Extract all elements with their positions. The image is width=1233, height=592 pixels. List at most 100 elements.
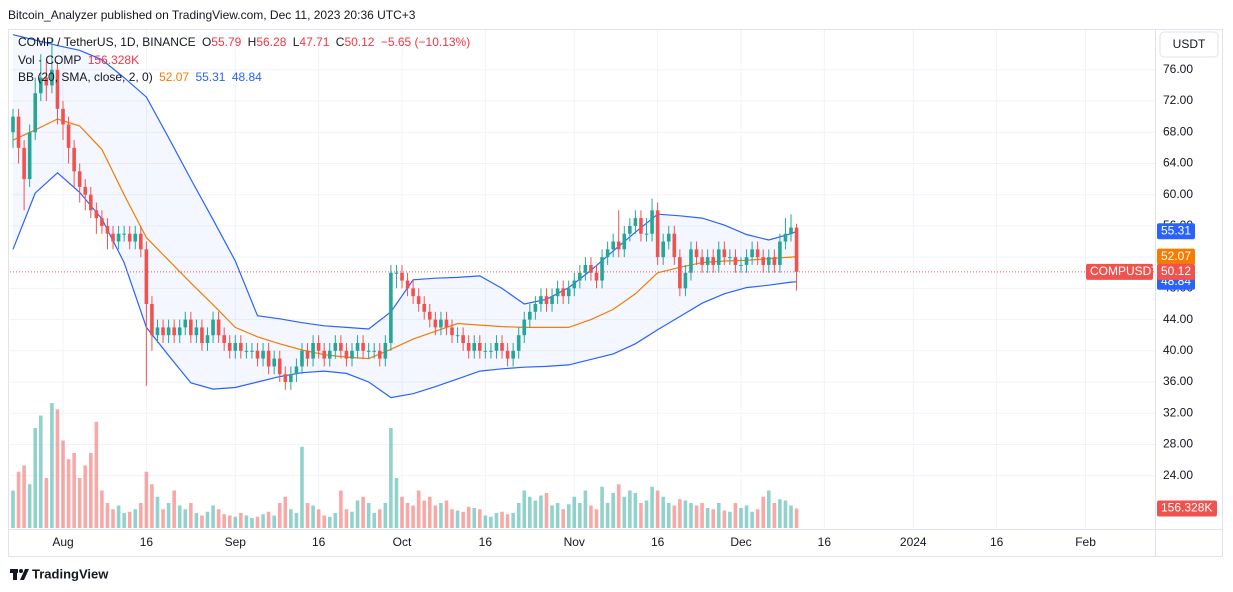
volume-bar xyxy=(728,511,732,528)
candle-body xyxy=(600,257,604,281)
candle-body xyxy=(628,225,632,234)
volume-bar xyxy=(277,503,282,528)
band-fill xyxy=(13,34,797,398)
volume-bar xyxy=(483,515,488,528)
candle-body xyxy=(333,343,338,351)
low-value: 47.71 xyxy=(299,35,330,49)
legend-volume-row: Vol · COMP 156.328K xyxy=(18,53,142,67)
volume-bar xyxy=(205,511,210,528)
axis-layer: 24.0028.0032.0036.0040.0044.0048.0052.00… xyxy=(10,62,1217,549)
volume-bar xyxy=(539,495,543,528)
volume-bar xyxy=(666,503,671,528)
candle-body xyxy=(244,350,249,352)
volume-bar xyxy=(739,508,743,528)
volume-bar xyxy=(433,505,438,528)
bb-middle-value: 52.07 xyxy=(159,70,190,84)
candle-body xyxy=(277,358,282,375)
volume-bar xyxy=(572,496,577,528)
volume-bar xyxy=(394,478,399,528)
volume-bar xyxy=(722,510,727,528)
volume-bar xyxy=(83,465,88,528)
x-tick-label: Feb xyxy=(1075,535,1096,549)
volume-bar xyxy=(216,509,221,528)
candle-body xyxy=(755,249,760,258)
candle-body xyxy=(772,257,777,265)
volume-bar xyxy=(339,490,343,528)
ticker-tag: COMPUSDT xyxy=(1090,264,1159,278)
volume-bar xyxy=(661,496,665,528)
volume-bar xyxy=(628,490,632,528)
volume-bar xyxy=(522,490,527,528)
candle-body xyxy=(72,147,76,172)
y-tick-label: 68.00 xyxy=(1163,124,1193,138)
candle-body xyxy=(200,327,204,344)
candle-body xyxy=(350,350,354,359)
candle-body xyxy=(11,116,15,133)
volume-bar xyxy=(311,505,315,528)
price-tag-bg xyxy=(1157,263,1195,280)
volume-bar xyxy=(578,503,582,528)
candle-body xyxy=(427,311,432,320)
candle-body xyxy=(122,233,126,235)
candle-body xyxy=(38,77,43,94)
bb-upper-tag-bg xyxy=(1157,223,1195,240)
volume-bar xyxy=(144,471,149,528)
currency-label[interactable]: USDT xyxy=(1173,37,1206,51)
candle-body xyxy=(177,327,182,336)
volume-bar xyxy=(789,505,793,528)
volume-bar xyxy=(372,513,377,528)
x-tick-label: 2024 xyxy=(900,535,927,549)
candle-body xyxy=(422,303,427,312)
candle-body xyxy=(505,350,510,359)
currency-button[interactable] xyxy=(1159,31,1219,58)
x-tick-label: 16 xyxy=(140,535,154,549)
volume-bar xyxy=(172,490,176,528)
candle-body xyxy=(266,350,271,367)
candle-body xyxy=(55,69,60,109)
volume-tag-bg xyxy=(1157,500,1217,517)
candle-body xyxy=(261,350,265,359)
volume-bar xyxy=(111,509,115,528)
y-tick-label: 28.00 xyxy=(1163,437,1193,451)
volume-tag: 156.328K xyxy=(1161,501,1212,515)
volume-bar xyxy=(733,503,738,528)
candle-body xyxy=(794,227,799,272)
candle-body xyxy=(311,343,315,359)
volume-bar xyxy=(416,490,421,528)
candle-body xyxy=(172,327,176,336)
y-tick-label: 72.00 xyxy=(1163,93,1193,107)
volume-bar xyxy=(261,514,265,528)
y-tick-label: 64.00 xyxy=(1163,156,1193,170)
volume-bar xyxy=(672,505,677,528)
candle-body xyxy=(416,296,421,304)
volume-bar xyxy=(650,486,654,528)
candle-layer xyxy=(11,38,799,390)
volume-bar xyxy=(472,508,477,528)
volume-bar xyxy=(355,500,360,528)
volume-bar xyxy=(116,505,121,528)
candle-body xyxy=(66,124,71,148)
candle-body xyxy=(483,350,488,352)
legend-symbol-row: COMP / TetherUS, 1D, BINANCE O55.79 H56.… xyxy=(18,35,473,49)
volume-bar xyxy=(122,513,126,528)
volume-bar xyxy=(333,513,338,528)
candle-body xyxy=(666,233,671,242)
volume-bar xyxy=(616,484,621,528)
volume-bar xyxy=(600,486,604,528)
candle-body xyxy=(394,272,399,274)
candle-body xyxy=(255,350,260,359)
candle-body xyxy=(383,343,388,359)
volume-bar xyxy=(22,465,26,528)
volume-bar xyxy=(444,500,449,528)
volume-bar xyxy=(611,493,615,528)
bb-upper-line xyxy=(12,34,797,330)
volume-value: 156.328K xyxy=(87,53,140,67)
candle-body xyxy=(283,374,288,383)
volume-bar xyxy=(244,515,249,528)
candle-body xyxy=(116,233,121,242)
volume-bar xyxy=(105,503,110,528)
volume-bar xyxy=(594,509,599,528)
volume-title: Vol · COMP xyxy=(18,53,82,67)
candle-body xyxy=(111,233,115,242)
candle-body xyxy=(366,350,371,352)
